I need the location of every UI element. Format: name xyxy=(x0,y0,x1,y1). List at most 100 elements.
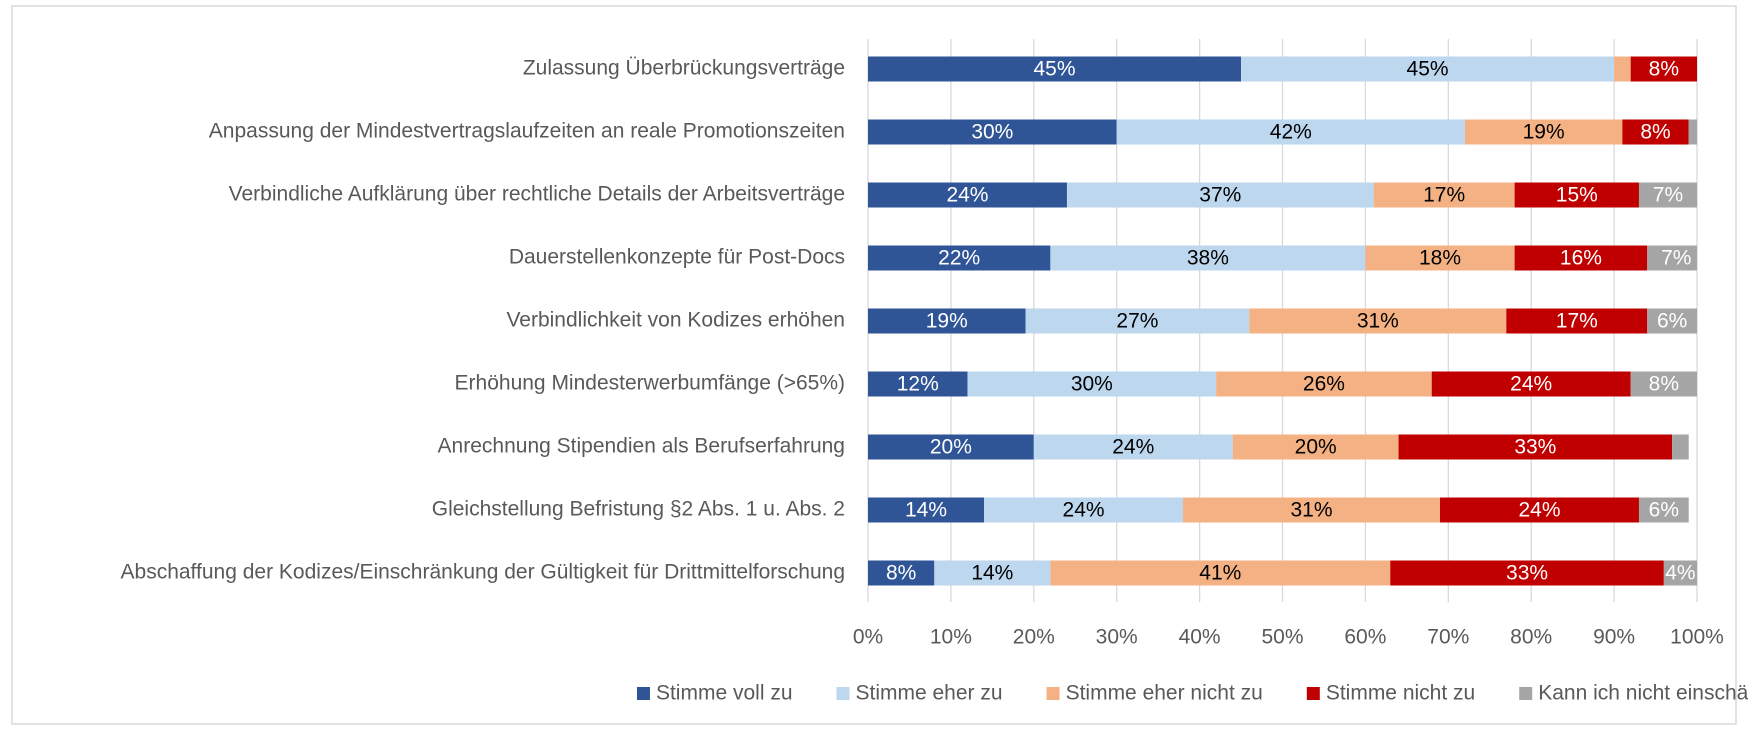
category-label: Abschaffung der Kodizes/Einschränkung de… xyxy=(121,561,845,584)
bar-segment xyxy=(1514,245,1648,271)
data-label: 37% xyxy=(1199,184,1241,207)
bar-segment xyxy=(1216,371,1432,397)
data-label: 27% xyxy=(1116,310,1158,333)
category-label: Erhöhung Mindesterwerbumfänge (>65%) xyxy=(455,372,845,395)
data-label: 8% xyxy=(886,562,916,585)
bar-segment xyxy=(868,308,1026,334)
x-tick-label: 60% xyxy=(1344,626,1386,649)
legend-swatch xyxy=(1519,687,1533,700)
data-label: 14% xyxy=(971,562,1013,585)
bar-segment xyxy=(1241,56,1615,82)
bar-segment xyxy=(868,182,1067,208)
x-tick-label: 30% xyxy=(1096,626,1138,649)
bar-segment xyxy=(1232,434,1399,460)
bar-segment xyxy=(868,371,968,397)
data-label: 8% xyxy=(1649,58,1679,81)
bar-segment xyxy=(1025,308,1250,334)
data-label: 8% xyxy=(1649,373,1679,396)
bar-segment xyxy=(1440,497,1639,523)
data-label: 18% xyxy=(1419,247,1461,270)
data-label: 4% xyxy=(1665,562,1695,585)
bar-segment xyxy=(1647,245,1697,271)
data-label: 20% xyxy=(930,436,972,459)
data-label: 26% xyxy=(1303,373,1345,396)
data-label: 17% xyxy=(1423,184,1465,207)
bar-segment xyxy=(1638,182,1697,208)
data-label: 22% xyxy=(938,247,980,270)
bar-segment xyxy=(1431,371,1631,397)
x-tick-label: 70% xyxy=(1427,626,1469,649)
legend-label: Stimme eher nicht zu xyxy=(1066,682,1263,705)
x-tick-label: 0% xyxy=(853,626,883,649)
category-label: Zulassung Überbrückungsverträge xyxy=(523,57,845,80)
data-label: 33% xyxy=(1514,436,1556,459)
bar-segment xyxy=(868,56,1242,82)
bar-segment xyxy=(1033,434,1233,460)
bar-segment xyxy=(967,371,1217,397)
bar-segment xyxy=(1365,245,1515,271)
data-label: 20% xyxy=(1295,436,1337,459)
data-label: 24% xyxy=(946,184,988,207)
bar-segment xyxy=(868,245,1051,271)
bar-segment xyxy=(1514,182,1639,208)
bar-segment xyxy=(1390,560,1664,586)
bar-segment xyxy=(1638,497,1689,523)
category-label: Verbindliche Aufklärung über rechtliche … xyxy=(229,183,845,206)
category-label: Anpassung der Mindestvertragslaufzeiten … xyxy=(209,120,845,143)
category-label: Anrechnung Stipendien als Berufserfahrun… xyxy=(438,435,845,458)
bar-segment xyxy=(984,497,1184,523)
data-label: 12% xyxy=(897,373,939,396)
data-label: 42% xyxy=(1270,121,1312,144)
bar-segment xyxy=(1663,560,1697,586)
data-label: 14% xyxy=(905,499,947,522)
legend-swatch xyxy=(1046,687,1060,700)
bar-segment xyxy=(868,119,1117,145)
bar-segment xyxy=(1647,308,1697,334)
data-label: 31% xyxy=(1357,310,1399,333)
x-tick-label: 20% xyxy=(1013,626,1055,649)
bar-segment xyxy=(1622,119,1689,145)
legend-label: Stimme eher zu xyxy=(856,682,1003,705)
bar-segment xyxy=(1373,182,1515,208)
chart-frame xyxy=(11,5,1737,725)
legend-swatch xyxy=(636,687,650,700)
data-label: 30% xyxy=(971,121,1013,144)
data-label: 6% xyxy=(1657,310,1687,333)
x-tick-label: 90% xyxy=(1593,626,1635,649)
data-label: 24% xyxy=(1518,499,1560,522)
bar-segment xyxy=(1614,56,1631,82)
data-label: 24% xyxy=(1112,436,1154,459)
x-tick-label: 10% xyxy=(930,626,972,649)
data-label: 19% xyxy=(926,310,968,333)
legend-swatch xyxy=(836,687,850,700)
legend-label: Kann ich nicht einschätzen xyxy=(1538,682,1748,705)
bar-segment xyxy=(868,434,1034,460)
data-label: 17% xyxy=(1556,310,1598,333)
data-label: 31% xyxy=(1290,499,1332,522)
data-label: 24% xyxy=(1510,373,1552,396)
data-label: 6% xyxy=(1649,499,1679,522)
legend-label: Stimme nicht zu xyxy=(1326,682,1475,705)
data-label: 45% xyxy=(1034,58,1076,81)
bar-segment xyxy=(1688,119,1697,145)
data-label: 16% xyxy=(1560,247,1602,270)
data-label: 15% xyxy=(1556,184,1598,207)
bar-segment xyxy=(1116,119,1465,145)
bar-segment xyxy=(1672,434,1689,460)
data-label: 7% xyxy=(1661,247,1691,270)
category-label: Verbindlichkeit von Kodizes erhöhen xyxy=(506,309,845,332)
x-tick-label: 40% xyxy=(1179,626,1221,649)
bar-segment xyxy=(868,497,985,523)
bar-segment xyxy=(868,560,935,586)
data-label: 33% xyxy=(1506,562,1548,585)
category-label: Gleichstellung Befristung §2 Abs. 1 u. A… xyxy=(432,498,845,521)
bar-segment xyxy=(1398,434,1673,460)
bar-segment xyxy=(1464,119,1623,145)
legend-swatch xyxy=(1306,687,1320,700)
bar-segment xyxy=(1630,371,1697,397)
bar-segment xyxy=(1506,308,1648,334)
bar-segment xyxy=(1050,245,1366,271)
data-label: 8% xyxy=(1640,121,1670,144)
bar-segment xyxy=(1183,497,1441,523)
